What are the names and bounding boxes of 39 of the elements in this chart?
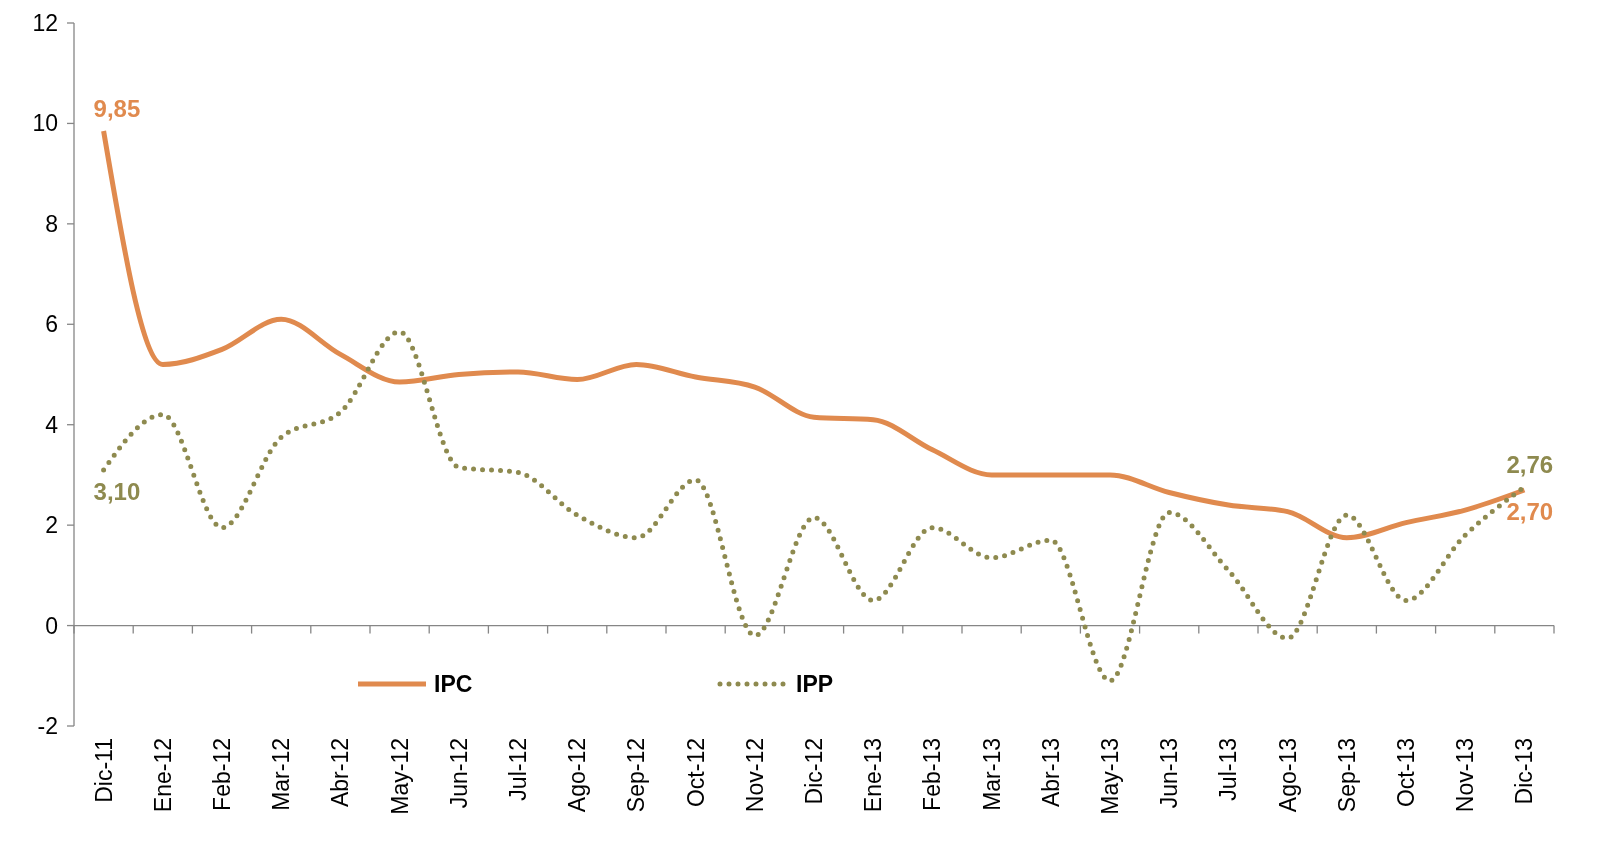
- y-tick-label: -2: [37, 713, 58, 740]
- x-tick-label: Ene-12: [149, 738, 176, 813]
- data-label: 3,10: [93, 477, 141, 505]
- x-tick-label: Abr-12: [327, 738, 354, 808]
- x-tick-label: Nov-13: [1452, 738, 1479, 813]
- x-tick-label: May-13: [1097, 738, 1124, 815]
- x-tick-label: Feb-13: [919, 738, 946, 811]
- x-tick-label: Ago-12: [564, 738, 591, 813]
- y-tick-label: 12: [32, 10, 58, 37]
- x-tick-label: Ago-13: [1274, 738, 1301, 813]
- data-label: 2,76: [1506, 450, 1554, 478]
- x-tick-label: Feb-12: [209, 738, 236, 811]
- x-tick-label: Jul-12: [505, 738, 532, 801]
- data-label: 9,85: [93, 94, 141, 122]
- y-tick-label: 0: [45, 612, 58, 639]
- y-tick-label: 8: [45, 210, 58, 237]
- x-tick-label: May-12: [386, 738, 413, 815]
- data-label: 2,70: [1506, 497, 1554, 525]
- x-tick-label: Dic-12: [801, 738, 828, 805]
- x-tick-label: Oct-13: [1393, 738, 1420, 808]
- x-tick-label: Mar-13: [978, 738, 1005, 811]
- y-tick-label: 4: [45, 411, 59, 438]
- x-tick-label: Sep-12: [623, 738, 650, 813]
- y-tick-label: 2: [45, 512, 58, 539]
- y-tick-label: 6: [45, 311, 58, 338]
- x-tick-label: Mar-12: [268, 738, 295, 811]
- x-tick-label: Nov-12: [741, 738, 768, 813]
- x-tick-label: Jun-12: [445, 738, 472, 809]
- x-tick-label: Dic-13: [1511, 738, 1538, 805]
- legend-label: IPP: [796, 671, 834, 698]
- x-tick-label: Jul-13: [1215, 738, 1242, 801]
- x-tick-label: Oct-12: [682, 738, 709, 808]
- x-tick-label: Sep-13: [1333, 738, 1360, 813]
- y-tick-label: 10: [32, 110, 58, 137]
- x-tick-label: Jun-13: [1156, 738, 1183, 809]
- x-tick-label: Ene-13: [860, 738, 887, 813]
- legend-label: IPC: [434, 671, 473, 698]
- x-tick-label: Dic-11: [90, 738, 117, 803]
- x-tick-label: Abr-13: [1037, 738, 1064, 808]
